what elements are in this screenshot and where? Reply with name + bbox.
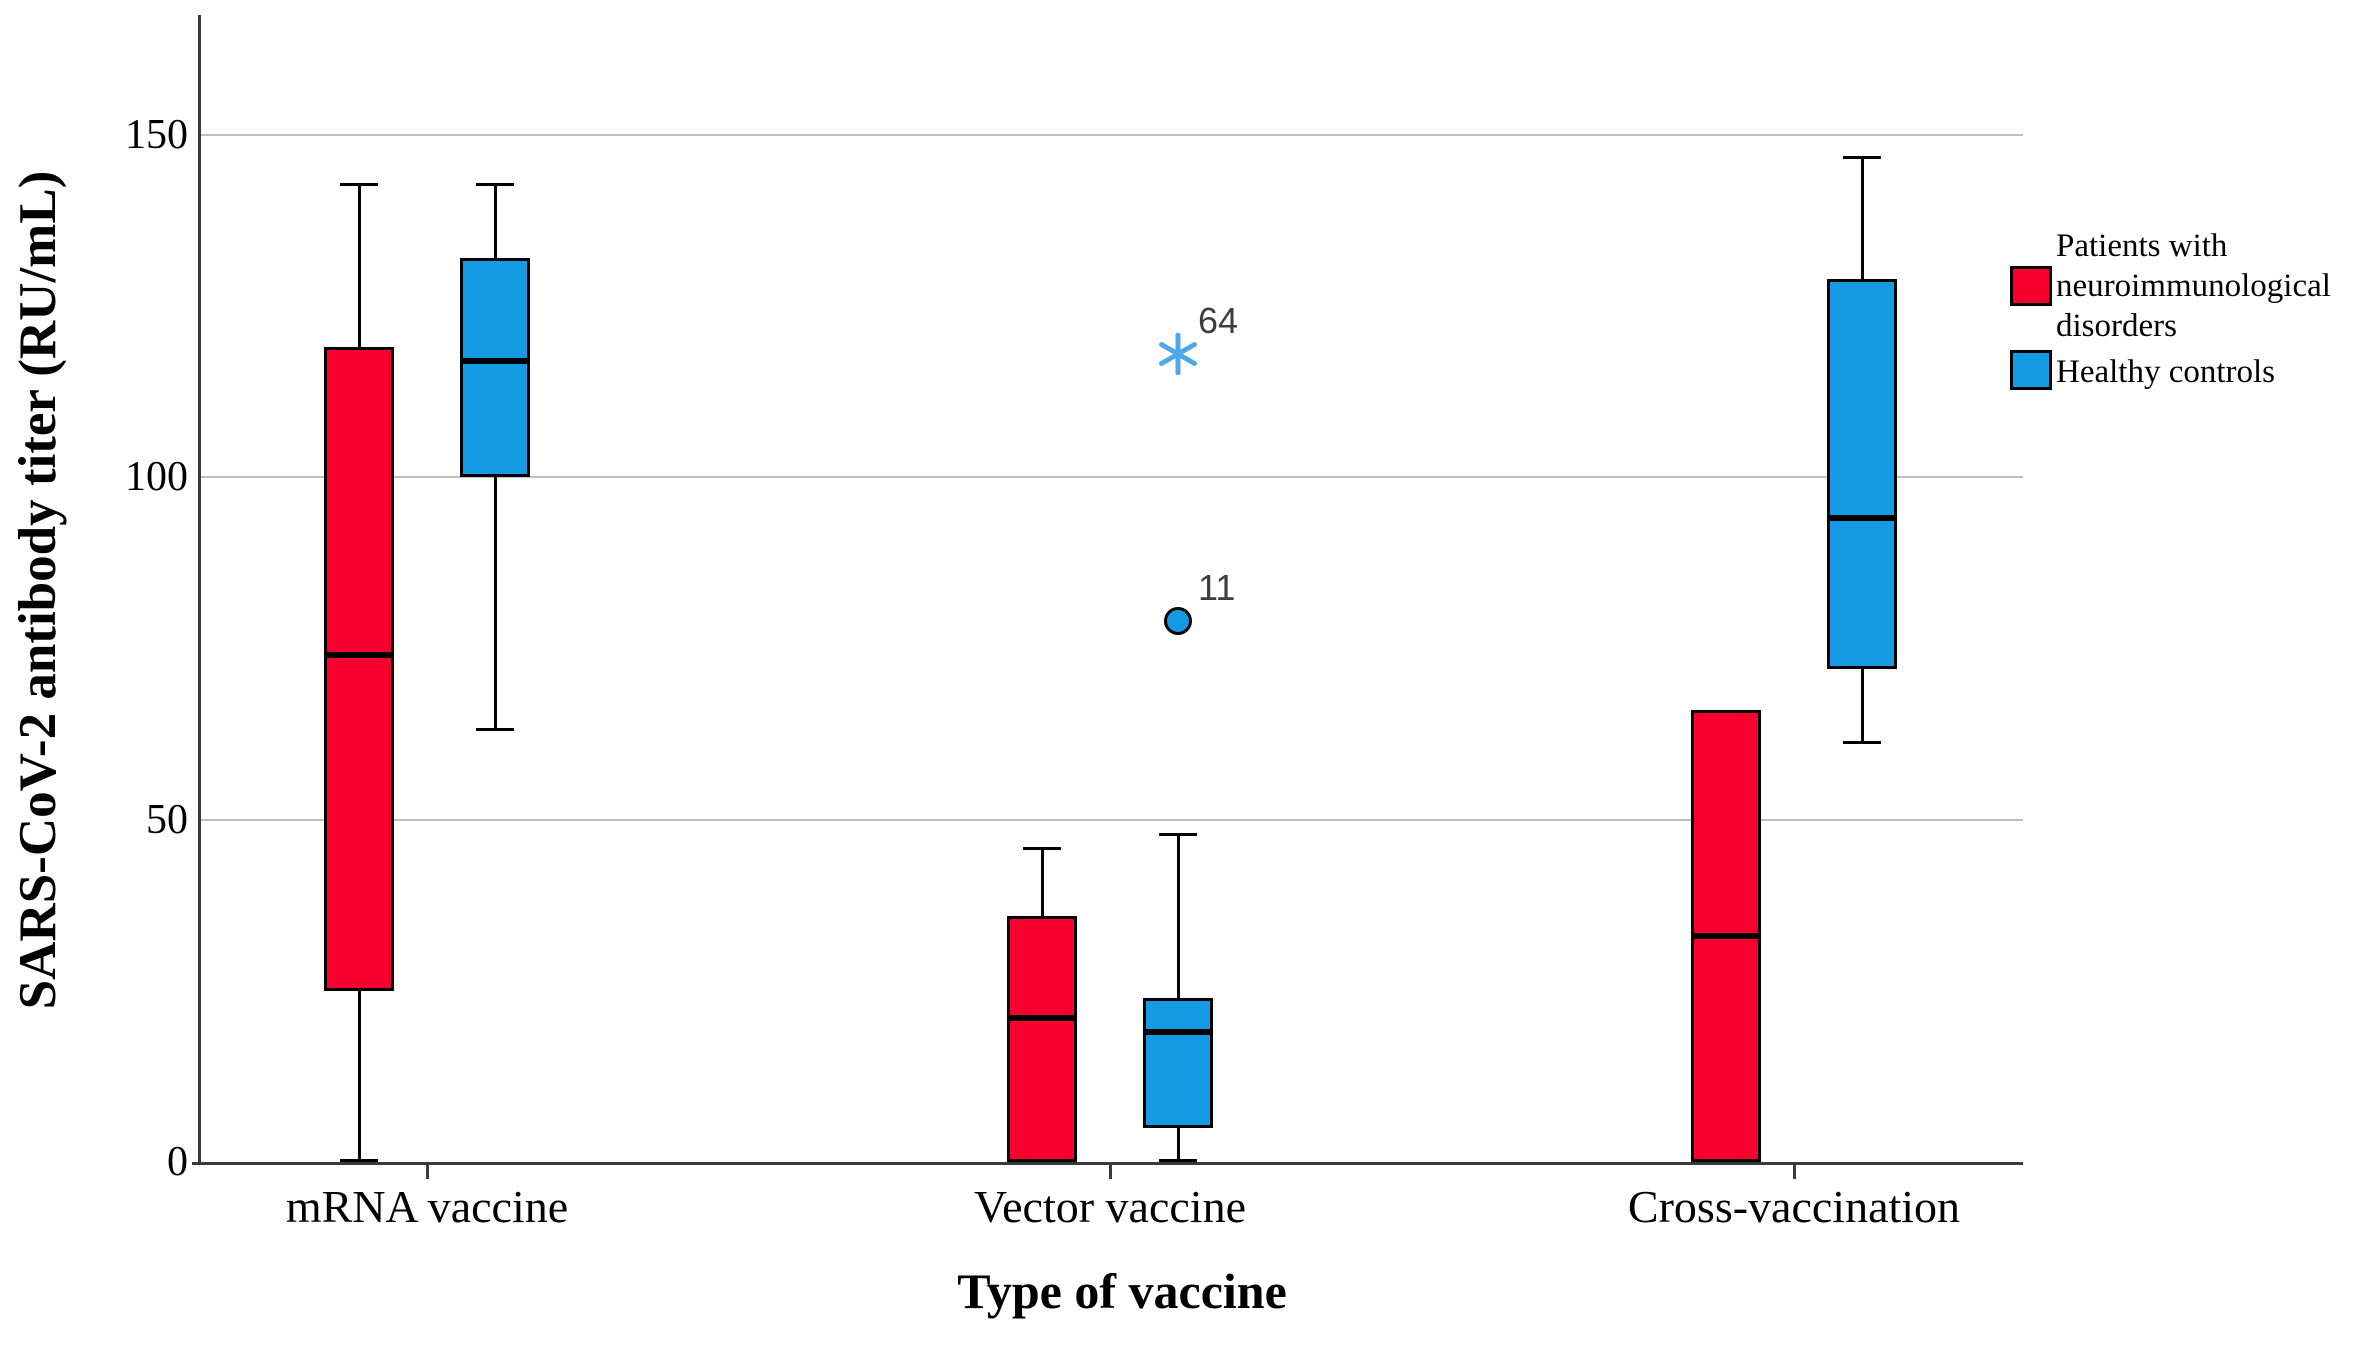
patients-patients-mrna-vaccine-lower-whisker xyxy=(358,990,361,1162)
x-tick-mark-cross-vaccination xyxy=(1793,1165,1796,1179)
healthy-controls-vector-vaccine-median xyxy=(1143,1028,1213,1035)
patients-patients-mrna-vaccine-upper-whisker xyxy=(358,182,361,348)
healthy-controls-vector-vaccine-upper-whisker xyxy=(1177,833,1180,998)
gridline-50 xyxy=(200,818,2023,821)
x-axis-title: Type of vaccine xyxy=(957,1263,1287,1319)
legend-label-patients-with-line-3: disorders xyxy=(2056,308,2177,344)
legend-swatch-patients-with xyxy=(2010,266,2052,306)
legend-swatch-healthy-controls xyxy=(2010,350,2052,390)
healthy-controls-vector-vaccine-box xyxy=(1143,997,1213,1128)
patients-patients-cross-vaccination-median xyxy=(1691,933,1761,940)
x-tick-mark-vector-vaccine xyxy=(1109,1165,1112,1179)
patients-patients-mrna-vaccine-upper-whisker-cap xyxy=(340,182,378,186)
y-tick-label-150: 150 xyxy=(125,111,188,158)
patients-patients-mrna-vaccine-lower-whisker-cap xyxy=(340,1159,378,1162)
healthy-controls-mrna-vaccine-lower-whisker-cap xyxy=(476,727,514,731)
healthy-controls-mrna-vaccine-upper-whisker-cap xyxy=(476,182,514,186)
y-tick-label-50: 50 xyxy=(146,796,188,843)
healthy-controls-vector-vaccine-upper-whisker-cap xyxy=(1159,833,1197,837)
healthy-controls-cross-vaccination-lower-whisker-cap xyxy=(1843,741,1881,745)
x-tick-mark-mrna-vaccine xyxy=(426,1165,429,1179)
x-tick-label-mrna-vaccine: mRNA vaccine xyxy=(285,1181,569,1232)
healthy-controls-mrna-vaccine-box xyxy=(460,258,530,478)
outlier-circle-marker-case-11 xyxy=(1164,607,1192,636)
gridline-100 xyxy=(200,476,2023,479)
patients-patients-vector-vaccine-box xyxy=(1007,915,1077,1162)
outlier-asterisk-marker-case-64 xyxy=(1157,332,1199,376)
gridline-150 xyxy=(200,133,2023,136)
healthy-controls-cross-vaccination-median xyxy=(1827,515,1897,522)
patients-patients-mrna-vaccine-box xyxy=(324,347,394,991)
x-axis-line xyxy=(192,1162,2023,1165)
x-tick-label-cross-vaccination: Cross-vaccination xyxy=(1627,1181,1961,1232)
healthy-controls-cross-vaccination-upper-whisker xyxy=(1861,155,1864,279)
y-tick-label-0: 0 xyxy=(167,1139,188,1185)
legend-label-patients-with-line-2: neuroimmunological xyxy=(2056,268,2331,304)
healthy-controls-cross-vaccination-lower-whisker xyxy=(1861,669,1864,745)
healthy-controls-vector-vaccine-lower-whisker xyxy=(1177,1127,1180,1162)
y-axis-title-text: SARS-CoV-2 antibody titer (RU/mL) xyxy=(9,170,67,1010)
outlier-label-64: 64 xyxy=(1198,300,1239,342)
y-axis-line xyxy=(198,15,201,1165)
patients-patients-vector-vaccine-upper-whisker-cap xyxy=(1023,847,1061,851)
healthy-controls-mrna-vaccine-median xyxy=(460,357,530,364)
x-tick-label-vector-vaccine: Vector vaccine xyxy=(973,1181,1247,1232)
healthy-controls-mrna-vaccine-lower-whisker xyxy=(494,477,497,731)
patients-patients-mrna-vaccine-median xyxy=(324,652,394,659)
patients-patients-vector-vaccine-median xyxy=(1007,1015,1077,1022)
healthy-controls-vector-vaccine-lower-whisker-cap xyxy=(1159,1159,1197,1162)
patients-patients-vector-vaccine-upper-whisker xyxy=(1041,847,1044,916)
outlier-label-11: 11 xyxy=(1198,567,1236,609)
healthy-controls-cross-vaccination-box xyxy=(1827,278,1897,670)
legend-label-patients-with-line-1: Patients with xyxy=(2056,228,2228,264)
healthy-controls-mrna-vaccine-upper-whisker xyxy=(494,182,497,259)
y-tick-label-100: 100 xyxy=(125,454,188,501)
healthy-controls-cross-vaccination-upper-whisker-cap xyxy=(1843,155,1881,159)
legend-label-healthy-controls-line-1: Healthy controls xyxy=(2056,354,2276,390)
